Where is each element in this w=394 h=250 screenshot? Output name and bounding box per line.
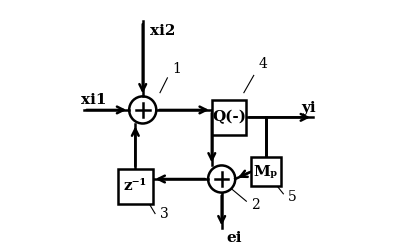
Text: 1: 1 xyxy=(172,62,181,76)
Text: yi: yi xyxy=(301,101,316,115)
Text: Q(-): Q(-) xyxy=(212,110,246,124)
FancyBboxPatch shape xyxy=(251,157,281,186)
Text: z⁻¹: z⁻¹ xyxy=(124,180,147,194)
Text: 3: 3 xyxy=(160,208,169,222)
FancyBboxPatch shape xyxy=(212,100,246,134)
Text: xi1: xi1 xyxy=(81,94,106,108)
Text: ei: ei xyxy=(227,231,242,245)
Text: xi2: xi2 xyxy=(150,24,175,38)
Text: 2: 2 xyxy=(251,198,260,211)
Text: Mₚ: Mₚ xyxy=(254,164,278,178)
Text: 5: 5 xyxy=(288,190,297,204)
FancyBboxPatch shape xyxy=(118,169,152,204)
Text: 4: 4 xyxy=(259,57,268,71)
